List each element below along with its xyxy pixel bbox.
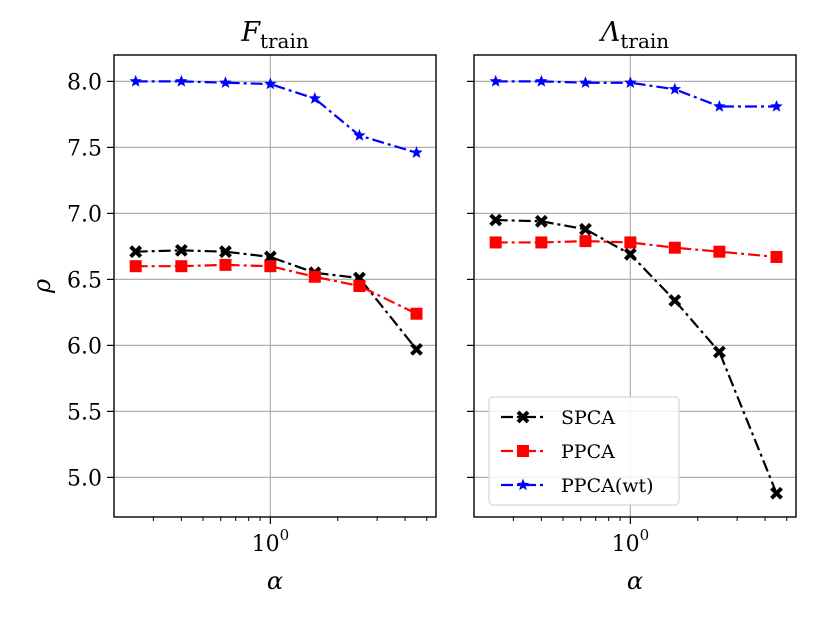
legend-box	[488, 396, 680, 506]
legend: SPCA PPCA PPCA(wt)	[488, 396, 680, 506]
panel-title-sub: train	[620, 29, 669, 53]
plot-frame	[473, 54, 797, 518]
panel-title: Ftrain	[240, 17, 309, 53]
data-point-ppca	[535, 236, 548, 249]
data-point-ppcawt	[410, 146, 423, 158]
panel-lambda-train: 100 Λtrain α SPCA PPCA PPCA(wt)	[467, 17, 797, 595]
data-point-ppcawt	[668, 82, 681, 95]
data-point-ppcawt	[624, 76, 637, 88]
data-point-ppca	[579, 235, 592, 248]
data-point-ppcawt	[353, 129, 366, 141]
data-point-ppca	[624, 236, 637, 249]
series-line-ppcawt	[135, 80, 417, 154]
data-point-ppca	[264, 260, 277, 273]
data-point-spca-stroke-b	[219, 245, 232, 259]
data-point-spca	[770, 486, 783, 500]
panel-f-train: 8.0 7.5 7.0 6.5 6.0 5.5 5.0 100 Ftrain α ρ	[28, 17, 437, 595]
x-tick-exponent: 0	[640, 526, 650, 544]
y-tick-label: 7.0	[67, 202, 102, 227]
data-point-ppca	[770, 250, 783, 263]
x-tick-base: 10	[252, 532, 280, 557]
legend-marker	[517, 445, 529, 457]
x-axis-label: α	[267, 567, 283, 595]
data-point-spca	[410, 342, 423, 356]
data-point-spca-stroke-b	[623, 247, 637, 261]
x-tick-base: 10	[612, 532, 640, 557]
data-point-ppcawt	[308, 92, 321, 104]
data-point-spca-stroke-b	[770, 486, 783, 500]
data-point-ppcawt	[713, 99, 726, 112]
data-point-ppca	[175, 260, 188, 273]
data-point-ppcawt	[489, 74, 502, 87]
data-point-spca	[712, 345, 726, 359]
data-point-ppca	[129, 260, 142, 273]
legend-marker	[516, 410, 530, 424]
y-tick-label: 6.0	[67, 334, 102, 359]
data-point-ppca	[489, 236, 502, 249]
data-point-spca-stroke-b	[579, 222, 592, 236]
y-tick-label: 5.5	[67, 400, 102, 425]
panel-title: Λtrain	[598, 17, 669, 53]
x-tick-exponent: 0	[280, 526, 290, 544]
data-point-spca-stroke-b	[712, 345, 726, 359]
data-point-ppca	[668, 241, 681, 254]
data-point-spca	[623, 247, 637, 261]
data-point-spca-stroke-b	[489, 213, 503, 227]
data-point-spca	[129, 245, 143, 259]
legend-label: PPCA(wt)	[561, 475, 654, 497]
legend-item: PPCA(wt)	[501, 475, 654, 497]
data-point-spca-stroke-b	[174, 243, 188, 257]
data-point-spca-stroke-b	[534, 214, 548, 228]
y-tick-label: 6.5	[67, 268, 102, 293]
series-line-ppca	[135, 263, 417, 315]
data-point-ppca	[713, 245, 726, 258]
data-point-spca	[534, 214, 548, 228]
data-point-ppcawt	[219, 76, 232, 88]
data-point-ppcawt	[129, 74, 142, 87]
data-point-spca-stroke-b	[668, 294, 682, 307]
data-point-ppca	[308, 270, 321, 283]
y-axis-label: ρ	[28, 279, 56, 294]
legend-label: SPCA	[561, 407, 615, 429]
data-point-spca	[668, 294, 682, 307]
data-point-ppca	[219, 258, 232, 271]
x-tick-label: 100	[252, 526, 290, 557]
data-point-ppcawt	[579, 76, 592, 88]
y-tick-label: 7.5	[67, 136, 102, 161]
data-point-spca	[174, 243, 188, 257]
panel-title-main: Λ	[598, 17, 621, 48]
data-point-spca	[219, 245, 232, 259]
data-point-ppcawt	[770, 99, 783, 112]
series-line-ppcawt	[495, 80, 777, 108]
x-axis-label: α	[627, 567, 643, 595]
data-point-ppca	[353, 280, 366, 292]
legend-item: SPCA	[501, 407, 615, 429]
data-point-ppcawt	[264, 77, 277, 90]
legend-item: PPCA	[501, 441, 615, 463]
y-tick-label: 5.0	[67, 466, 102, 491]
plot-frame	[113, 54, 437, 518]
legend-label: PPCA	[561, 441, 615, 463]
data-point-ppcawt	[175, 74, 188, 87]
data-point-ppca	[410, 307, 423, 320]
x-tick-label: 100	[612, 526, 650, 557]
data-point-spca	[489, 213, 503, 227]
y-tick-label: 8.0	[67, 70, 102, 95]
data-point-spca	[579, 222, 592, 236]
data-point-spca-stroke-b	[129, 245, 143, 259]
panel-title-main: F	[240, 17, 261, 48]
data-point-spca-stroke-b	[410, 342, 423, 356]
data-point-ppcawt	[535, 74, 548, 87]
legend-marker-stroke-b	[516, 410, 530, 424]
panel-title-sub: train	[260, 29, 309, 53]
legend-marker	[516, 478, 530, 491]
